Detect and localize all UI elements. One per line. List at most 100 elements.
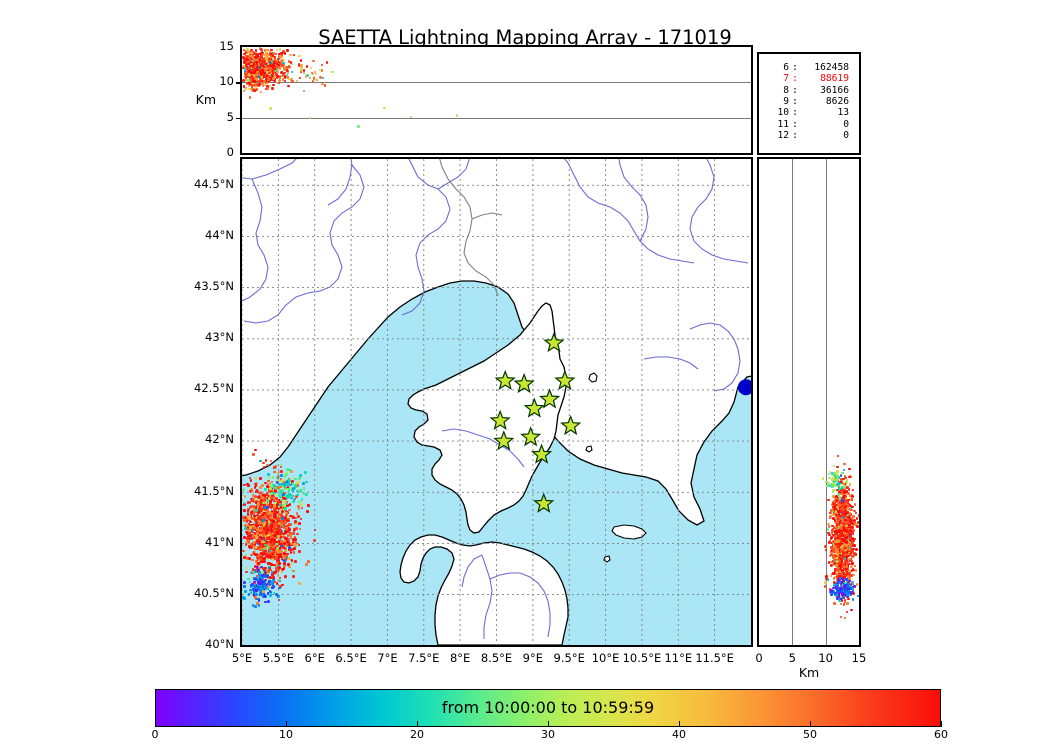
lightning-source-point — [250, 58, 253, 61]
lightning-source-point — [259, 79, 263, 82]
lightning-source-point — [280, 519, 283, 523]
lightning-source-point — [277, 507, 281, 510]
lightning-source-point — [846, 486, 850, 489]
lightning-source-point — [256, 534, 260, 537]
lightning-source-point — [285, 500, 289, 504]
station-star-icon — [520, 426, 542, 447]
lightning-source-point — [287, 508, 291, 512]
lightning-source-point — [271, 67, 274, 71]
main-map-panel[interactable] — [240, 157, 753, 647]
lightning-source-point — [279, 548, 283, 551]
lightning-source-point — [251, 55, 254, 58]
lightning-source-point — [283, 562, 286, 566]
lightning-source-point — [248, 80, 251, 83]
lightning-source-point — [266, 554, 270, 558]
lightning-source-point — [251, 494, 255, 497]
lightning-source-point — [291, 480, 294, 483]
lightning-source-point — [260, 503, 264, 507]
lightning-source-point — [274, 556, 278, 560]
lightning-source-point — [267, 473, 270, 476]
lightning-source-point — [296, 481, 299, 484]
legend-source-count: 0 — [843, 118, 849, 130]
lightning-source-point — [255, 53, 258, 57]
lightning-source-point — [829, 574, 833, 578]
lightning-source-point — [267, 505, 271, 509]
lightning-source-point — [267, 539, 270, 542]
colorbar-tick: 60 — [934, 728, 948, 741]
lightning-source-point — [282, 535, 286, 539]
lightning-source-point — [261, 68, 264, 72]
lightning-source-point — [851, 587, 855, 590]
lightning-source-point — [269, 557, 273, 561]
lightning-source-point — [843, 584, 847, 587]
lightning-source-point — [265, 71, 268, 74]
colorbar-tick-mark — [286, 721, 287, 727]
lightning-source-point — [293, 528, 296, 532]
lightning-source-point — [278, 493, 281, 497]
lightning-source-point — [278, 553, 282, 556]
lightning-source-point — [268, 60, 272, 63]
lightning-source-point — [250, 536, 254, 540]
lightning-source-point — [261, 548, 265, 552]
legend-station-count: 6 — [783, 62, 789, 73]
lightning-source-point — [303, 89, 306, 92]
lightning-source-point — [264, 57, 267, 60]
legend-row: 8: 36166 — [769, 85, 849, 96]
lightning-source-point — [306, 504, 310, 507]
lightning-source-point — [278, 508, 282, 512]
lightning-source-point — [289, 534, 292, 537]
lightning-source-point — [258, 495, 261, 498]
lightning-source-point — [258, 77, 262, 80]
lightning-source-point — [266, 49, 269, 52]
lightning-source-point — [841, 569, 844, 572]
lightning-source-point — [259, 69, 262, 72]
lightning-source-point — [253, 80, 257, 83]
lightning-source-point — [297, 543, 301, 547]
lightning-source-point — [254, 87, 257, 91]
lightning-source-point — [298, 54, 301, 58]
lightning-source-point — [283, 559, 286, 562]
longitude-altitude-panel[interactable] — [240, 45, 753, 155]
lightning-source-point — [843, 462, 846, 466]
lightning-source-point — [250, 571, 253, 575]
lightning-source-point — [283, 500, 286, 503]
lightning-source-point — [263, 552, 267, 555]
lightning-source-point — [287, 557, 291, 560]
lightning-source-point — [285, 517, 288, 521]
lightning-source-point — [274, 542, 278, 546]
lightning-source-point — [287, 523, 291, 526]
lightning-source-point — [287, 537, 291, 541]
lightning-source-point — [259, 523, 262, 527]
lightning-source-point — [267, 503, 270, 507]
lightning-source-point — [299, 474, 302, 477]
lightning-source-point — [280, 60, 284, 63]
station-star-icon — [523, 397, 545, 418]
lightning-source-point — [267, 494, 270, 498]
lightning-source-point — [244, 527, 247, 530]
lightning-source-point — [259, 477, 262, 480]
lightning-source-point — [266, 562, 270, 565]
lightning-source-point — [257, 63, 261, 66]
lightning-source-point — [268, 555, 272, 558]
lightning-source-point — [260, 72, 263, 75]
lightning-source-point — [256, 60, 259, 64]
lightning-source-point — [250, 48, 253, 51]
lightning-source-point — [283, 68, 286, 71]
lightning-source-point — [258, 73, 262, 76]
lightning-source-point — [279, 537, 283, 540]
lightning-source-point — [248, 76, 251, 79]
lightning-source-point — [257, 541, 261, 544]
lightning-source-point — [250, 59, 253, 63]
altitude-latitude-panel[interactable] — [757, 157, 861, 647]
lightning-source-point — [284, 548, 287, 552]
map-ytick: 40°N — [205, 637, 234, 651]
lightning-source-point — [303, 69, 306, 72]
lightning-source-point — [824, 548, 828, 552]
station-star-group — [489, 332, 582, 513]
lightning-source-point — [455, 114, 459, 117]
lightning-source-point — [249, 64, 252, 67]
lightning-source-point — [242, 79, 245, 83]
lightning-source-point — [272, 512, 276, 515]
lightning-source-point — [268, 69, 272, 73]
lightning-source-point — [321, 76, 325, 80]
